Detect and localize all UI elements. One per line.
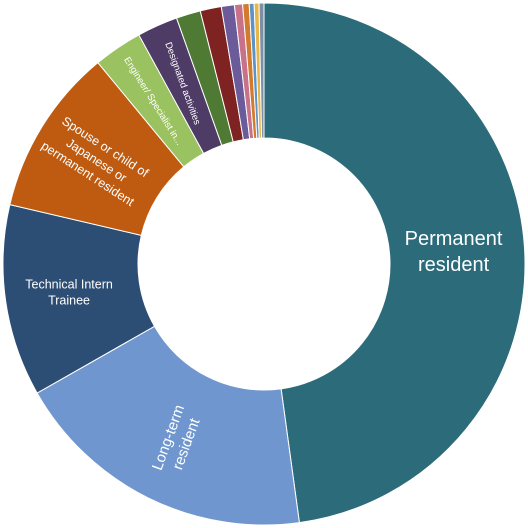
slice-label-line: Permanent [405,228,503,250]
slice-label-2: Technical Intern Trainee [25,278,113,308]
slice-label-0: Permanent resident [405,228,503,276]
donut-slice-0 [263,2,526,524]
slice-label-line: resident [418,254,490,276]
slice-label-line: Technical Intern [25,278,113,292]
donut-slice-1 [36,325,300,526]
slice-label-line: Trainee [48,294,90,308]
donut-slice-13 [258,2,265,139]
